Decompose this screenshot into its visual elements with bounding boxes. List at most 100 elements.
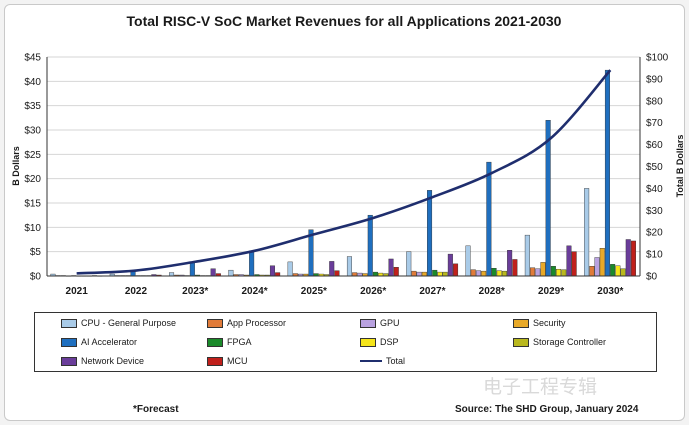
bar-mcu <box>334 270 340 277</box>
legend-label: Security <box>533 318 566 328</box>
legend-label: App Processor <box>227 318 287 328</box>
y2-tick-label: $20 <box>646 228 663 239</box>
bar-fpga <box>432 269 438 277</box>
bar-dsp <box>496 270 502 277</box>
legend-item: App Processor <box>207 318 286 328</box>
bar-app-processor <box>411 270 417 277</box>
bar-gpu <box>416 271 422 277</box>
legend-item: Security <box>513 318 566 328</box>
y-tick-label: $5 <box>30 247 42 258</box>
bar-fpga <box>372 271 378 277</box>
y2-tick-label: $80 <box>646 96 663 107</box>
y-tick-label: $25 <box>24 150 41 161</box>
bar-mcu <box>275 272 281 277</box>
legend-swatch <box>360 337 376 347</box>
bar-mcu <box>630 240 636 277</box>
y2-tick-label: $10 <box>646 250 663 261</box>
bar-dsp <box>615 265 621 277</box>
legend-label: AI Accelerator <box>81 337 138 347</box>
legend-swatch <box>61 318 77 328</box>
y2-tick-label: $0 <box>646 272 658 283</box>
total-line <box>76 69 612 275</box>
bar-cpu-general-purpose <box>465 245 471 277</box>
bar-gpu <box>594 257 600 277</box>
x-tick-label: 2024* <box>241 286 267 297</box>
bar-security <box>540 262 546 277</box>
bar-network-device <box>447 253 453 277</box>
x-tick-label: 2028* <box>479 286 505 297</box>
bar-gpu <box>475 270 481 277</box>
legend-item: AI Accelerator <box>61 337 137 347</box>
y-tick-label: $40 <box>24 77 41 88</box>
bar-storage-controller <box>561 269 567 277</box>
y2-axis-label: Total B Dollars <box>675 135 685 198</box>
legend-swatch <box>360 318 376 328</box>
legend-item: CPU - General Purpose <box>61 318 176 328</box>
watermark: 电子工程专辑 <box>483 376 598 398</box>
bar-app-processor <box>470 269 476 277</box>
bar-mcu <box>512 259 518 277</box>
bar-network-device <box>625 239 631 277</box>
legend-swatch <box>207 356 223 366</box>
bar-cpu-general-purpose <box>228 269 234 277</box>
legend-item: Storage Controller <box>513 337 606 347</box>
y-tick-label: $0 <box>30 272 42 283</box>
legend-label: Network Device <box>81 356 145 366</box>
bar-storage-controller <box>501 270 507 277</box>
legend-swatch <box>513 318 529 328</box>
legend-label: Storage Controller <box>533 337 607 347</box>
x-tick-label: 2025* <box>301 286 327 297</box>
legend-swatch <box>207 337 223 347</box>
x-tick-label: 2022 <box>125 286 148 297</box>
bar-mcu <box>453 263 459 277</box>
bar-security <box>599 248 605 277</box>
bar-network-device <box>269 265 275 277</box>
bar-network-device <box>507 250 513 277</box>
bar-cpu-general-purpose <box>287 261 293 277</box>
bar-cpu-general-purpose <box>524 234 530 277</box>
x-tick-label: 2029* <box>538 286 564 297</box>
bar-mcu <box>571 251 577 277</box>
bar-dsp <box>556 268 562 277</box>
y2-tick-label: $50 <box>646 162 663 173</box>
bar-mcu <box>393 267 399 277</box>
bar-security <box>481 270 487 277</box>
bar-ai-accelerator <box>604 69 610 277</box>
source-note: Source: The SHD Group, January 2024 <box>455 404 639 415</box>
bar-cpu-general-purpose <box>584 188 590 277</box>
bar-network-device <box>566 245 572 277</box>
bar-ai-accelerator <box>545 120 551 277</box>
x-tick-label: 2021 <box>66 286 89 297</box>
bar-gpu <box>535 268 541 277</box>
y2-tick-label: $40 <box>646 184 663 195</box>
y-axis-label: B Dollars <box>11 146 21 186</box>
legend-item: FPGA <box>207 337 252 347</box>
legend-label: Total <box>386 356 406 366</box>
bar-network-device <box>329 261 335 277</box>
bar-ai-accelerator <box>486 161 492 277</box>
x-tick-label: 2026* <box>360 286 386 297</box>
legend-item: GPU <box>360 318 400 328</box>
y2-tick-label: $60 <box>646 140 663 151</box>
y-tick-label: $10 <box>24 223 41 234</box>
bar-network-device <box>210 268 216 277</box>
chart-title: Total RISC-V SoC Market Revenues for all… <box>127 13 562 29</box>
legend-swatch <box>207 318 223 328</box>
x-tick-label: 2030* <box>597 286 623 297</box>
bar-storage-controller <box>442 271 448 277</box>
legend-item: Total <box>360 356 405 366</box>
bar-cpu-general-purpose <box>346 256 352 277</box>
legend-line-swatch <box>360 360 382 362</box>
legend-label: FPGA <box>227 337 252 347</box>
bar-cpu-general-purpose <box>406 251 412 277</box>
y2-tick-label: $70 <box>646 118 663 129</box>
legend-label: MCU <box>227 356 248 366</box>
legend-label: CPU - General Purpose <box>81 318 177 328</box>
bar-app-processor <box>530 267 536 277</box>
forecast-footnote: *Forecast <box>133 404 179 415</box>
bar-fpga <box>491 268 497 277</box>
bar-storage-controller <box>620 268 626 277</box>
y-tick-label: $20 <box>24 174 41 185</box>
bar-app-processor <box>352 272 358 277</box>
legend-swatch <box>61 356 77 366</box>
